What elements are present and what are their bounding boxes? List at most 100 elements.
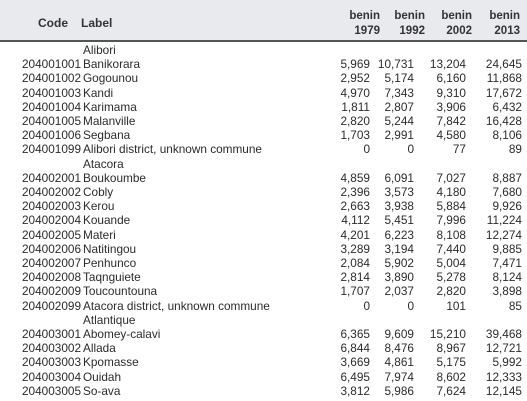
column-header-2002[interactable]: benin 2002 [426,9,472,39]
row-value-1992: 5,902 [384,256,414,270]
row-code: 204001004 [22,99,82,114]
row-value-2013: 17,672 [485,85,522,100]
row-value-1992: 2,807 [384,99,414,114]
row-code: 204002008 [22,270,82,285]
row-code: 204003003 [22,355,82,370]
row-value-1979: 2,396 [340,185,370,199]
table-row[interactable]: 204002008 Taqnguiete 2,814 3,890 5,278 8,124 [0,270,527,284]
column-header-1992[interactable]: benin 1992 [379,9,425,39]
table-row[interactable]: 204003003 Kpomasse 3,669 4,861 5,175 5,992 [0,355,527,369]
row-value-1992: 9,609 [384,327,414,341]
column-header-2013[interactable]: benin 2013 [474,9,520,39]
row-label: Boukoumbe [83,170,146,185]
row-code: 204001099 [22,142,82,157]
group-label: Atlantique [83,312,136,327]
row-label: Kouande [83,213,131,228]
row-code: 204002009 [22,284,82,299]
table-row[interactable]: 204002005 Materi 4,201 6,223 8,108 12,274 [0,228,527,242]
column-header-label[interactable]: Label [81,16,113,30]
row-label: Atacora district, unknown commune [83,298,270,313]
table-row[interactable]: 204001006 Segbana 1,703 2,991 4,580 8,106 [0,128,527,142]
table-row[interactable]: 204003001 Abomey-calavi 6,365 9,609 15,210 39… [0,327,527,341]
table-row[interactable]: 204002007 Penhunco 2,084 5,902 5,004 7,471 [0,256,527,270]
table-row[interactable]: 204002001 Boukoumbe 4,859 6,091 7,027 8,887 [0,171,527,185]
row-value-1979: 3,289 [340,241,370,256]
row-code: 204003004 [22,369,82,384]
row-value-1992: 5,174 [384,71,414,86]
row-value-2002: 7,842 [436,114,466,128]
table-row[interactable]: 204003002 Allada 6,844 8,476 8,967 12,721 [0,341,527,355]
row-value-2013: 7,680 [492,185,522,199]
row-label: Segbana [83,128,131,143]
row-value-2013: 11,868 [486,71,522,86]
row-code: 204001006 [22,128,82,143]
table-row[interactable]: 204002009 Toucountouna 1,707 2,037 2,820 3,89… [0,284,527,298]
row-label: Ouidah [83,369,122,384]
row-value-2002: 8,108 [436,227,466,242]
column-header-country: benin [441,10,472,22]
row-value-2013: 24,645 [485,57,522,72]
row-code: 204002004 [22,213,82,228]
row-value-1979: 6,495 [340,369,370,384]
row-label: Abomey-calavi [83,327,161,341]
row-value-1992: 8,476 [384,341,414,356]
column-header-year: 2013 [494,25,520,37]
row-code: 204001001 [22,57,82,72]
row-value-2002: 77 [452,142,466,157]
row-value-2013: 7,471 [492,256,522,270]
table-row[interactable]: 204002099 Atacora district, unknown commu… [0,299,527,313]
row-value-1992: 10,731 [377,57,414,72]
table-row[interactable]: 204003004 Ouidah 6,495 7,974 8,602 12,333 [0,370,527,384]
table-row[interactable]: 204001001 Banikorara 5,969 10,731 13,204 24,6… [0,57,527,71]
group-header-row[interactable]: Alibori [0,43,527,57]
row-value-1979: 4,112 [341,213,370,228]
row-value-1992: 6,223 [384,227,414,242]
row-value-1992: 5,986 [384,383,414,398]
row-code: 204003002 [22,341,82,356]
row-label: Toucountouna [83,284,158,299]
row-value-1992: 2,037 [384,284,414,299]
row-value-2002: 7,440 [436,241,466,256]
row-value-2013: 12,721 [485,341,522,356]
row-value-1992: 0 [407,142,414,157]
row-label: Alibori district, unknown commune [83,142,262,157]
group-header-row[interactable]: Atacora [0,157,527,171]
row-value-2002: 5,278 [436,270,466,285]
row-value-1992: 7,343 [384,85,414,100]
table-row[interactable]: 204002004 Kouande 4,112 5,451 7,996 11,224 [0,213,527,227]
table-row[interactable]: 204002003 Kerou 2,663 3,938 5,884 9,926 [0,199,527,213]
column-header-country: benin [489,10,520,22]
row-value-1979: 3,669 [340,355,370,370]
row-value-1979: 0 [363,142,370,157]
table-row[interactable]: 204003005 So-ava 3,812 5,986 7,624 12,145 [0,384,527,398]
row-value-2002: 7,027 [436,170,466,185]
table-row[interactable]: 204001002 Gogounou 2,952 5,174 6,160 11,868 [0,71,527,85]
table-row[interactable]: 204001099 Alibori district, unknown commu… [0,142,527,156]
row-label: Karimama [83,99,137,114]
row-code: 204001005 [22,114,82,128]
group-header-row[interactable]: Atlantique [0,313,527,327]
column-header-1979[interactable]: benin 1979 [334,9,380,39]
row-code: 204003005 [22,383,82,398]
row-value-1992: 3,890 [384,270,414,285]
row-value-2013: 5,992 [492,355,522,370]
row-value-1992: 5,451 [384,213,414,228]
row-value-1979: 1,707 [340,284,370,299]
table-row[interactable]: 204002006 Natitingou 3,289 3,194 7,440 9,885 [0,242,527,256]
row-value-2002: 13,204 [429,57,466,72]
row-value-2002: 7,996 [436,213,466,228]
row-value-1992: 3,194 [384,241,414,256]
table-row[interactable]: 204001004 Karimama 1,811 2,807 3,906 6,432 [0,100,527,114]
row-value-1992: 3,938 [384,199,414,214]
table-row[interactable]: 204001003 Kandi 4,970 7,343 9,310 17,672 [0,86,527,100]
row-label: Allada [83,341,116,356]
row-value-1979: 0 [363,298,370,313]
table-row[interactable]: 204002002 Cobly 2,396 3,573 4,180 7,680 [0,185,527,199]
row-value-1979: 4,970 [340,85,370,100]
row-value-2013: 6,432 [492,99,522,114]
column-header-year: 1979 [354,25,380,37]
row-value-1979: 2,084 [340,256,370,270]
column-header-code[interactable]: Code [38,16,68,30]
table-row[interactable]: 204001005 Malanville 2,820 5,244 7,842 16,428 [0,114,527,128]
row-value-2002: 15,210 [429,327,466,341]
